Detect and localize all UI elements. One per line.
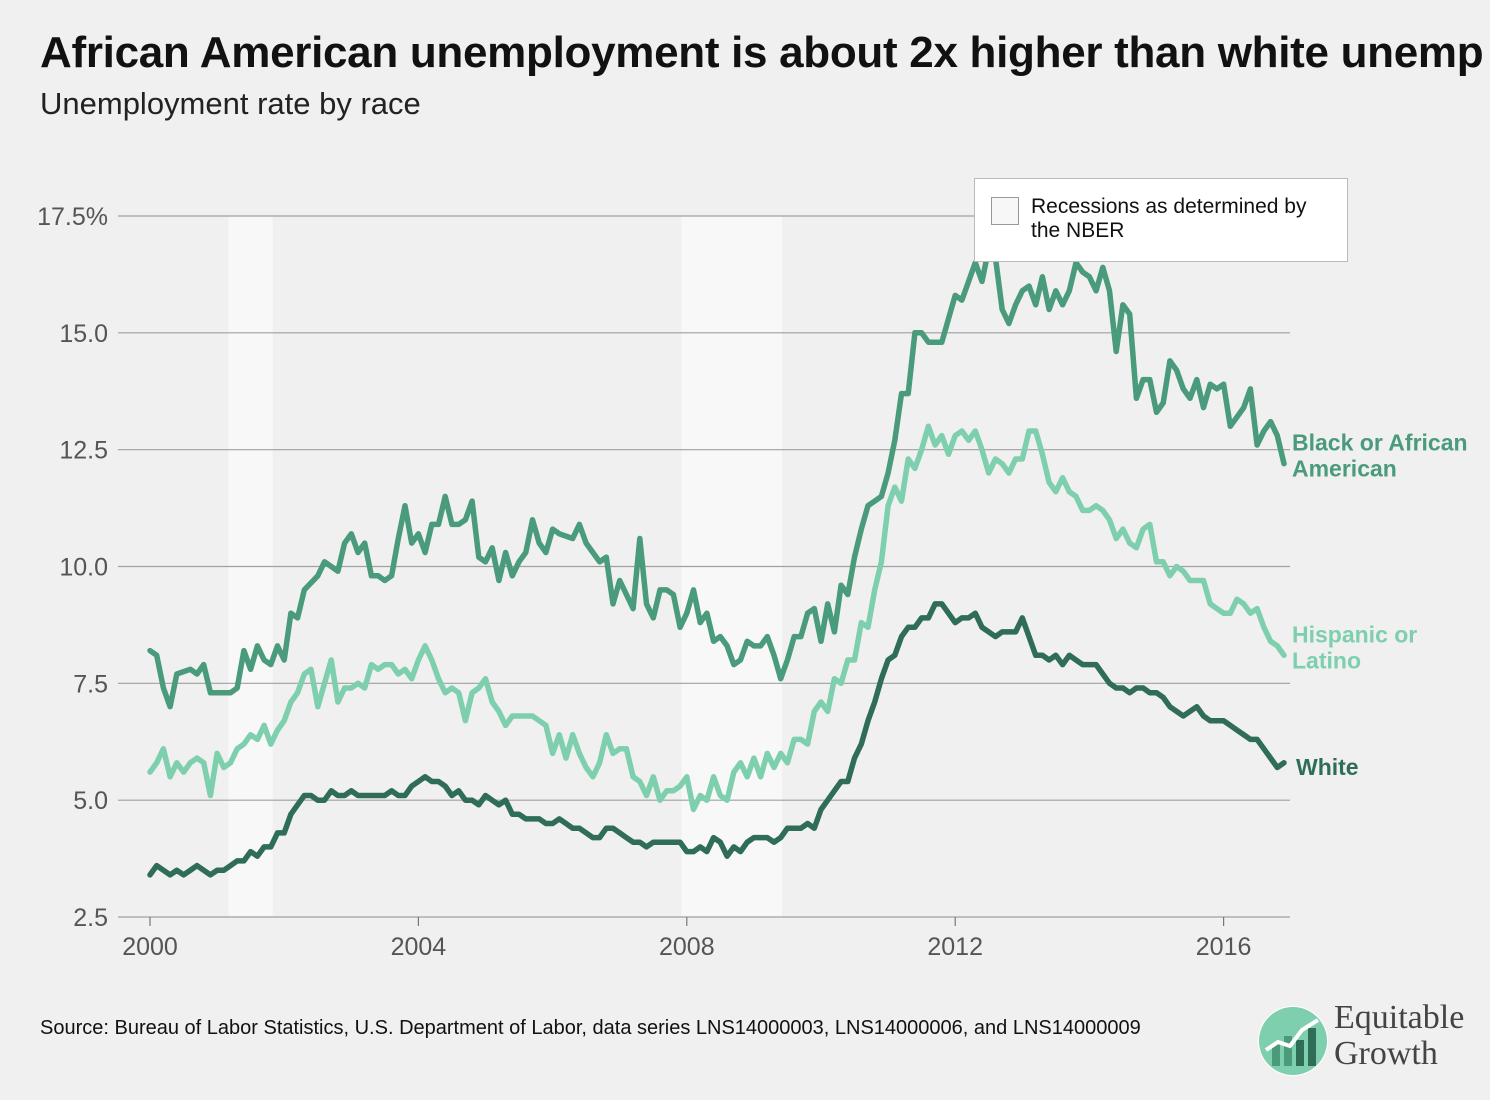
equitable-growth-logo[interactable]: Equitable Growth: [1250, 994, 1482, 1084]
series-label-black-or-african-american: American: [1292, 456, 1397, 482]
source-note: Source: Bureau of Labor Statistics, U.S.…: [40, 1017, 1141, 1039]
logo-wordmark: Equitable Growth: [1334, 1000, 1484, 1072]
logo-chart-icon: [1258, 1006, 1328, 1076]
logo-line-1: Equitable: [1334, 999, 1465, 1036]
y-tick-label: 2.5: [73, 904, 108, 932]
recession-legend: Recessions as determined by the NBER: [974, 178, 1348, 262]
series-line-hispanic-or-latino: [147, 423, 1287, 813]
logo-line-2: Growth: [1334, 1035, 1438, 1072]
y-tick-label: 12.5: [59, 437, 108, 465]
chart-title: African American unemployment is about 2…: [40, 28, 1484, 77]
series-label-hispanic-or-latino: Latino: [1292, 647, 1361, 673]
y-tick-label: 10.0: [59, 554, 108, 582]
chart-subtitle: Unemployment rate by race: [40, 86, 421, 121]
series-label-hispanic-or-latino: Hispanic or: [1292, 621, 1417, 647]
series-line-black-or-african-american: [147, 245, 1287, 710]
series-label-black-or-african-american: Black or African: [1292, 430, 1468, 456]
x-tick-label: 2004: [391, 933, 447, 961]
y-tick-label: 15.0: [59, 320, 108, 348]
y-tick-label: 7.5: [73, 670, 108, 698]
series-label-white: White: [1296, 754, 1359, 780]
series-line-white: [147, 601, 1287, 878]
y-tick-label: 17.5%: [37, 203, 108, 231]
x-tick-label: 2000: [122, 933, 178, 961]
x-tick-label: 2012: [927, 933, 983, 961]
x-tick-label: 2008: [659, 933, 715, 961]
x-tick-label: 2016: [1196, 933, 1252, 961]
recession-legend-label: Recessions as determined by the NBER: [1031, 195, 1307, 242]
y-tick-label: 5.0: [73, 787, 108, 815]
recession-swatch: [991, 197, 1019, 225]
